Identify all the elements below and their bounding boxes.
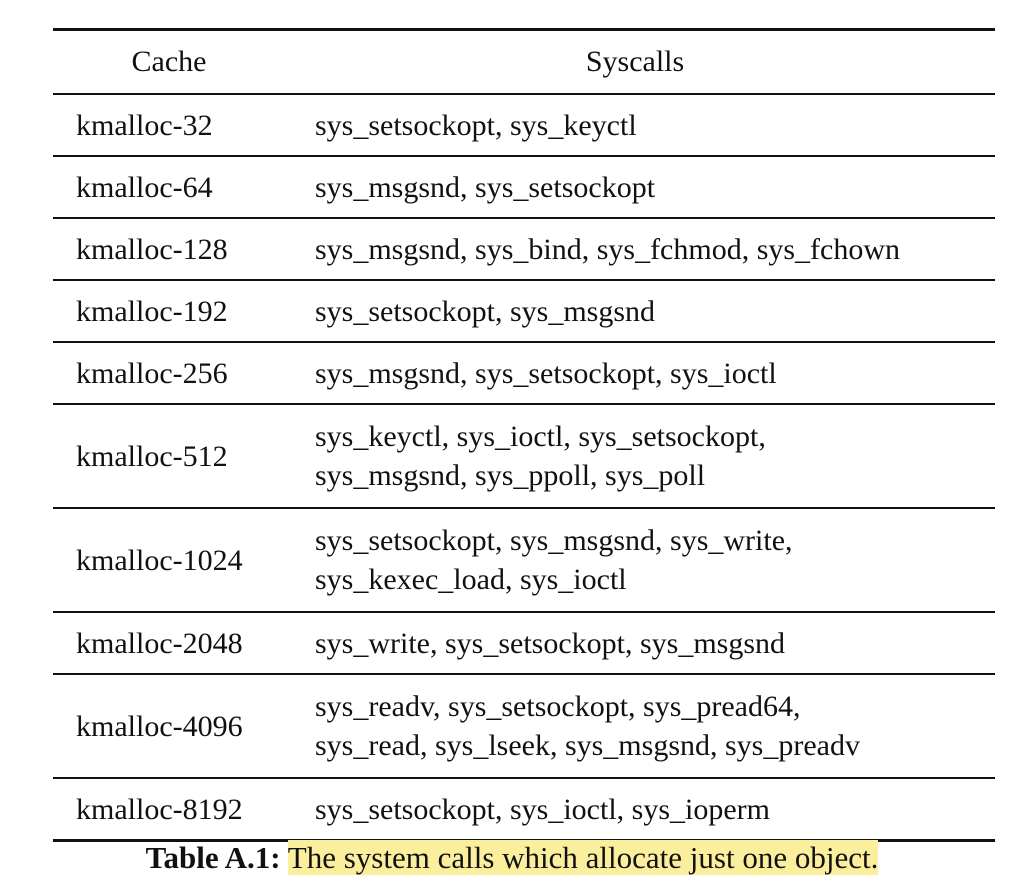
table-row: kmalloc-8192 sys_setsockopt, sys_ioctl, s… [53, 778, 995, 841]
cache-cell: kmalloc-4096 [76, 709, 243, 743]
cache-cell: kmalloc-512 [76, 439, 228, 473]
syscalls-line: sys_setsockopt, sys_ioctl, sys_ioperm [315, 792, 770, 826]
syscalls-line: sys_setsockopt, sys_msgsnd [315, 294, 656, 328]
cache-cell: kmalloc-192 [76, 294, 228, 328]
syscalls-cell: sys_readv, sys_setsockopt, sys_pread64,s… [315, 674, 995, 778]
syscalls-cell: sys_msgsnd, sys_setsockopt [315, 156, 995, 218]
syscalls-line: sys_setsockopt, sys_keyctl [315, 108, 637, 142]
syscalls-line: sys_msgsnd, sys_setsockopt, sys_ioctl [315, 356, 777, 390]
cache-cell: kmalloc-32 [76, 108, 213, 142]
cache-cell: kmalloc-256 [76, 356, 228, 390]
syscalls-line: sys_readv, sys_setsockopt, sys_pread64, [315, 690, 801, 723]
syscall-table-container: Cache Syscalls kmalloc-32 sys_setsockopt,… [53, 28, 995, 842]
table-row: kmalloc-64 sys_msgsnd, sys_setsockopt [53, 156, 995, 218]
cache-cell: kmalloc-8192 [76, 792, 243, 826]
table-row: kmalloc-2048 sys_write, sys_setsockopt, s… [53, 612, 995, 674]
column-header-syscalls: Syscalls [585, 45, 685, 78]
syscalls-line: sys_read, sys_lseek, sys_msgsnd, sys_pre… [315, 729, 860, 762]
table-header: Cache Syscalls [53, 29, 995, 94]
syscalls-cell: sys_msgsnd, sys_bind, sys_fchmod, sys_fc… [315, 218, 995, 280]
syscall-table: Cache Syscalls kmalloc-32 sys_setsockopt,… [53, 28, 995, 842]
syscalls-cell: sys_setsockopt, sys_ioctl, sys_ioperm [315, 778, 995, 841]
syscalls-line: sys_msgsnd, sys_ppoll, sys_poll [315, 459, 706, 492]
cache-cell: kmalloc-2048 [76, 626, 243, 660]
syscalls-line: sys_kexec_load, sys_ioctl [315, 563, 627, 596]
syscalls-line: sys_msgsnd, sys_setsockopt [315, 170, 656, 204]
syscalls-line: sys_msgsnd, sys_bind, sys_fchmod, sys_fc… [315, 232, 901, 266]
table-row: kmalloc-4096 sys_readv, sys_setsockopt, s… [53, 674, 995, 778]
table-row: kmalloc-1024 sys_setsockopt, sys_msgsnd, … [53, 508, 995, 612]
cache-cell: kmalloc-128 [76, 232, 228, 266]
cache-cell: kmalloc-64 [76, 170, 213, 204]
caption-label: Table A.1: [145, 840, 281, 875]
syscalls-line: sys_keyctl, sys_ioctl, sys_setsockopt, [315, 420, 766, 453]
syscalls-line: sys_write, sys_setsockopt, sys_msgsnd [315, 626, 786, 660]
syscalls-line: sys_setsockopt, sys_msgsnd, sys_write, [315, 524, 793, 557]
syscalls-cell: sys_write, sys_setsockopt, sys_msgsnd [315, 612, 995, 674]
syscalls-cell: sys_setsockopt, sys_msgsnd, sys_write,sy… [315, 508, 995, 612]
cache-cell: kmalloc-1024 [76, 543, 243, 577]
table-caption: Table A.1: The system calls which alloca… [0, 838, 1024, 878]
header-row: Cache Syscalls [53, 29, 995, 94]
syscalls-cell: sys_keyctl, sys_ioctl, sys_setsockopt,sy… [315, 404, 995, 508]
table-row: kmalloc-128 sys_msgsnd, sys_bind, sys_fch… [53, 218, 995, 280]
table-row: kmalloc-512 sys_keyctl, sys_ioctl, sys_se… [53, 404, 995, 508]
syscalls-cell: sys_msgsnd, sys_setsockopt, sys_ioctl [315, 342, 995, 404]
syscalls-cell: sys_setsockopt, sys_keyctl [315, 94, 995, 156]
table-row: kmalloc-32 sys_setsockopt, sys_keyctl [53, 94, 995, 156]
table-row: kmalloc-192 sys_setsockopt, sys_msgsnd [53, 280, 995, 342]
caption-text-highlighted: The system calls which allocate just one… [287, 840, 879, 875]
syscalls-cell: sys_setsockopt, sys_msgsnd [315, 280, 995, 342]
table-row: kmalloc-256 sys_msgsnd, sys_setsockopt, s… [53, 342, 995, 404]
table-body: kmalloc-32 sys_setsockopt, sys_keyctl kmal… [53, 94, 995, 841]
column-header-cache: Cache [131, 45, 207, 78]
